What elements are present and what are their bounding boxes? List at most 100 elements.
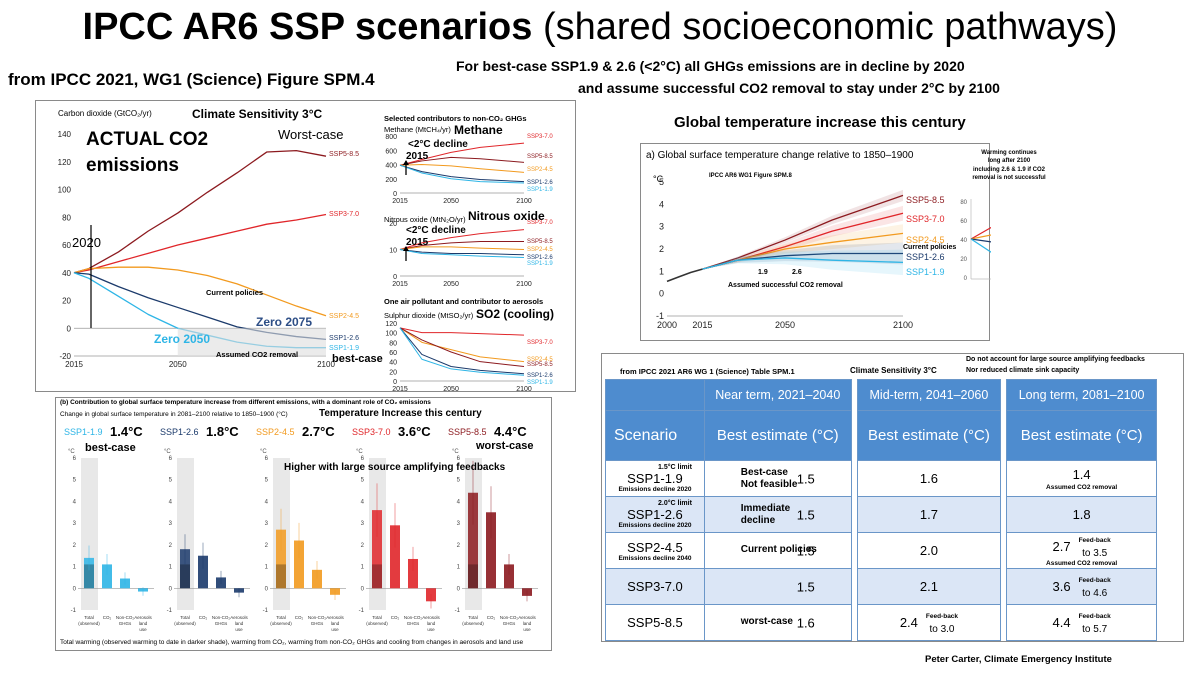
table-row: 2.0°C limit SSP1-2.6 Emissions decline 202… bbox=[605, 496, 1157, 533]
y-tick-label: 20 bbox=[389, 369, 397, 376]
category-label: Total bbox=[276, 615, 286, 620]
uncertainty-band bbox=[702, 189, 903, 270]
category-label: (observed) bbox=[366, 621, 388, 626]
x-tick-label: 2015 bbox=[65, 360, 83, 369]
bar-0 bbox=[276, 529, 286, 589]
y-tick-label: 5 bbox=[659, 177, 664, 187]
bar-y-tick: 3 bbox=[457, 521, 461, 527]
scenario-label: SSP1-2.6 bbox=[160, 427, 199, 437]
series-line-ssp1-2.6 bbox=[399, 327, 525, 375]
bar-y-tick: 1 bbox=[169, 565, 173, 571]
y-tick-label: 600 bbox=[385, 148, 397, 155]
y-tick-label: 2 bbox=[659, 244, 664, 254]
inset-note-line-2: long after 2100 bbox=[987, 158, 1031, 165]
scenario-cell: 1.5°C limit SSP1-1.9 Emissions decline 202… bbox=[605, 460, 705, 497]
category-label: Non-CO₂ bbox=[212, 615, 231, 620]
temp-mark-19: 1.9 bbox=[758, 269, 768, 276]
category-label: land bbox=[523, 621, 532, 626]
category-label: GHGs bbox=[311, 621, 324, 626]
series-line-ssp3-7.0 bbox=[399, 229, 525, 250]
observed-shade bbox=[276, 564, 286, 589]
inset-y-tick: 0 bbox=[964, 276, 968, 282]
assumed-removal-label: Assumed CO2 removal bbox=[216, 350, 299, 359]
category-label: Total bbox=[84, 615, 94, 620]
so2-callout: SO2 (cooling) bbox=[476, 307, 554, 321]
historical-line bbox=[666, 268, 703, 283]
series-label: SSP1-2.6 bbox=[906, 252, 945, 262]
bar-y-tick: 4 bbox=[169, 499, 173, 505]
y-tick-label: 3 bbox=[659, 222, 664, 232]
zero-2050-label: Zero 2050 bbox=[154, 332, 211, 346]
bars-unit-label: °C bbox=[356, 449, 363, 455]
y-tick-label: 120 bbox=[58, 158, 72, 167]
bar-0 bbox=[468, 492, 478, 589]
series-label: SSP2-4.5 bbox=[527, 247, 553, 253]
category-label: (observed) bbox=[270, 621, 292, 626]
x-tick-label: 2015 bbox=[392, 198, 408, 205]
scenario-label: SSP1-1.9 bbox=[64, 427, 103, 437]
series-label: SSP5-8.5 bbox=[527, 239, 553, 245]
year-2020-label: 2020 bbox=[72, 235, 101, 250]
bar-1 bbox=[294, 540, 304, 589]
x-tick-label: 2100 bbox=[516, 386, 532, 393]
category-label: use bbox=[523, 627, 531, 632]
bars-panel: SSP1-1.9 1.4°C °C -1 0 1 2 3 4 5 6 Total (observed) C… bbox=[55, 397, 552, 651]
y-tick-label: 100 bbox=[385, 331, 397, 338]
category-label: CO₂ bbox=[103, 615, 112, 620]
temp-current-policies: Current policies bbox=[903, 244, 957, 251]
page-title: IPCC AR6 SSP scenarios (shared socioecon… bbox=[82, 6, 1118, 48]
bars-subheading: Change in global surface temperature in … bbox=[60, 411, 288, 418]
bars-footer: Total warming (observed warming to date … bbox=[60, 639, 524, 646]
near-value-cell: Current policies1.5 bbox=[703, 532, 852, 569]
near-value-cell: worst-case 1.6 bbox=[703, 604, 852, 641]
bar-y-tick: 5 bbox=[169, 478, 173, 484]
category-label: Total bbox=[372, 615, 382, 620]
bar-y-tick: 2 bbox=[73, 543, 77, 549]
note-line-2: and assume successful CO2 removal to sta… bbox=[578, 80, 1000, 96]
y-tick-label: 20 bbox=[62, 297, 71, 306]
uncertainty-band bbox=[702, 205, 903, 270]
temp-increase-callout: Temperature Increase this century bbox=[319, 408, 482, 419]
series-label: SSP2-4.5 bbox=[906, 235, 945, 245]
series-line-ssp1-1.9 bbox=[399, 164, 525, 184]
series-line-ssp5-8.5 bbox=[399, 241, 524, 250]
x-tick-label: 2100 bbox=[516, 198, 532, 205]
series-label: SSP3-7.0 bbox=[329, 211, 359, 218]
near-value-cell: Immediate decline 1.5 bbox=[703, 496, 852, 533]
inset-note: Warming continues long after 2100 includ… bbox=[961, 149, 1057, 183]
series-label: SSP1-2.6 bbox=[527, 180, 553, 186]
scenario-label: SSP3-7.0 bbox=[352, 427, 391, 437]
x-tick-label: 2050 bbox=[169, 360, 187, 369]
bar-y-tick: 6 bbox=[361, 456, 365, 462]
table-sensitivity: Climate Sensitivity 3°C bbox=[850, 366, 937, 375]
mid-value-cell: 2.0 bbox=[856, 532, 1002, 569]
y-tick-label: 120 bbox=[385, 321, 397, 328]
inset-y-tick: 80 bbox=[960, 200, 967, 206]
series-label: SSP5-8.5 bbox=[906, 195, 945, 205]
category-label: (observed) bbox=[174, 621, 196, 626]
y-tick-label: 0 bbox=[393, 191, 397, 198]
y-tick-label: 10 bbox=[389, 248, 397, 255]
bar-y-tick: 6 bbox=[169, 456, 173, 462]
series-label: SSP3-7.0 bbox=[527, 340, 553, 346]
category-label: use bbox=[331, 627, 339, 632]
y-tick-label: 80 bbox=[389, 340, 397, 347]
category-label: (observed) bbox=[462, 621, 484, 626]
table-source: from IPCC 2021 AR6 WG 1 (Science) Table … bbox=[620, 367, 795, 376]
y-tick-label: 20 bbox=[389, 221, 397, 228]
scenario-total-label: 1.4°C bbox=[110, 424, 143, 439]
worst-case-label: Worst-case bbox=[278, 127, 344, 142]
feedback-note: Higher with large source amplifying feed… bbox=[284, 462, 506, 473]
series-line-ssp3-7.0 bbox=[399, 327, 525, 336]
series-line-ssp1-1.9 bbox=[702, 257, 904, 270]
y-tick-label: 0 bbox=[393, 379, 397, 386]
bar-y-tick: 1 bbox=[73, 565, 77, 571]
scenario-cell: 2.0°C limit SSP1-2.6 Emissions decline 202… bbox=[605, 496, 705, 533]
series-label: SSP3-7.0 bbox=[527, 134, 553, 140]
methane-callout: Methane bbox=[454, 123, 503, 137]
scenario-header: Scenario bbox=[605, 410, 705, 461]
x-tick-label: 2000 bbox=[657, 320, 677, 330]
inset-series-line bbox=[970, 221, 1052, 240]
bar-0 bbox=[180, 549, 190, 589]
n2o-year-label: 2015 bbox=[406, 237, 429, 248]
